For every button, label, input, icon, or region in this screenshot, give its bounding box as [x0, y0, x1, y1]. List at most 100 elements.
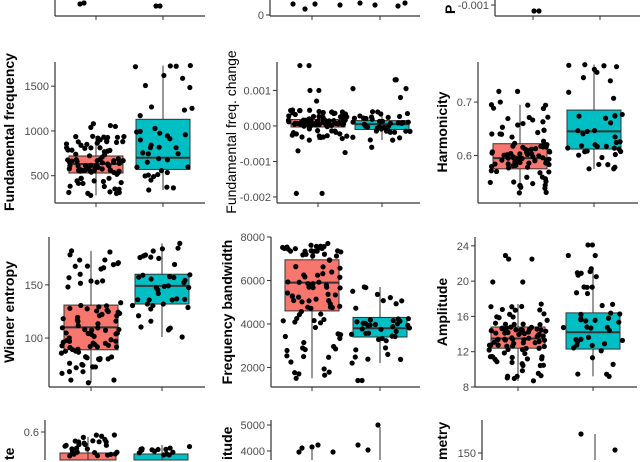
data-point: [167, 445, 173, 451]
data-point: [290, 1, 296, 7]
data-point: [326, 354, 332, 360]
data-point: [66, 166, 72, 172]
data-point: [78, 175, 84, 181]
data-point: [516, 156, 522, 162]
data-point: [105, 134, 111, 141]
data-point: [534, 326, 540, 332]
data-point: [498, 131, 505, 137]
data-point: [59, 343, 65, 349]
data-point: [302, 346, 308, 353]
data-point: [502, 252, 509, 259]
data-point: [92, 449, 98, 456]
panel-partial-0: [54, 0, 205, 20]
data-point: [513, 162, 519, 168]
data-point: [314, 98, 320, 104]
data-point: [299, 134, 305, 140]
panel-frequency-bandwidth: 2000 4000 6000 8000 Frequency bandwidth: [219, 232, 420, 391]
y-tick-label: 4000: [241, 319, 265, 331]
data-point: [107, 189, 113, 195]
data-point: [159, 246, 165, 252]
data-point: [140, 150, 146, 156]
data-point: [73, 365, 79, 371]
y-tick-label: 5000: [241, 420, 265, 432]
data-point: [85, 380, 91, 386]
data-point: [324, 133, 330, 139]
data-point: [513, 327, 519, 333]
data-point: [77, 1, 83, 7]
data-point: [499, 325, 505, 331]
y-axis-title: metry: [434, 422, 450, 460]
data-point: [369, 109, 376, 115]
y-tick-label: 0: [258, 10, 264, 22]
data-point: [521, 337, 527, 343]
data-point: [77, 168, 83, 174]
data-point: [291, 297, 297, 304]
data-point: [118, 179, 124, 186]
data-point: [604, 324, 610, 331]
data-point: [101, 134, 107, 140]
data-point: [104, 452, 111, 458]
box: [134, 273, 190, 305]
data-point: [317, 320, 324, 326]
y-tick-label: 12: [457, 347, 469, 359]
data-point: [82, 327, 88, 333]
data-point: [94, 158, 100, 164]
data-point: [584, 284, 590, 290]
data-point: [326, 369, 332, 375]
data-point: [167, 136, 173, 142]
data-point: [492, 320, 499, 326]
data-point: [599, 302, 605, 309]
data-point: [357, 0, 363, 6]
data-point: [287, 248, 294, 254]
data-point: [107, 249, 113, 255]
data-point: [372, 321, 378, 328]
data-point: [589, 284, 595, 290]
data-point: [578, 311, 584, 317]
data-point: [295, 294, 302, 300]
data-point: [173, 63, 179, 69]
data-point: [77, 271, 83, 277]
data-point: [488, 328, 494, 334]
data-point: [286, 113, 292, 119]
data-point: [113, 139, 120, 145]
data-point: [535, 129, 541, 136]
data-point: [300, 117, 307, 123]
data-point: [114, 171, 120, 177]
data-point: [105, 342, 111, 348]
data-point: [156, 255, 162, 262]
data-point: [379, 335, 385, 342]
data-point: [296, 449, 302, 455]
group-2: [348, 284, 413, 384]
data-point: [367, 322, 373, 328]
y-axis-title: Wiener entropy: [1, 261, 17, 363]
data-point: [509, 304, 515, 310]
data-point: [324, 124, 330, 130]
data-point: [363, 115, 369, 122]
data-point: [510, 314, 516, 320]
data-point: [610, 95, 617, 101]
data-point: [506, 256, 512, 262]
data-point: [280, 244, 286, 251]
data-point: [182, 296, 188, 302]
data-point: [354, 319, 360, 325]
data-point: [566, 89, 572, 95]
data-point: [96, 439, 102, 445]
data-point: [373, 128, 380, 134]
data-point: [319, 190, 325, 197]
data-point: [75, 318, 81, 325]
data-point: [367, 317, 374, 323]
data-point: [385, 123, 392, 129]
data-point: [516, 190, 522, 196]
data-point: [383, 338, 389, 344]
data-point: [376, 118, 383, 124]
data-point: [505, 165, 512, 171]
data-point: [509, 359, 515, 366]
y-axis-title: Fundamental freq. change: [223, 50, 239, 214]
y-tick-label: 2000: [241, 362, 265, 374]
y-tick-label: 1500: [25, 81, 49, 93]
data-point: [189, 105, 195, 111]
data-point: [499, 124, 506, 130]
data-point: [313, 296, 319, 302]
data-point: [94, 279, 100, 285]
data-point: [288, 359, 294, 365]
